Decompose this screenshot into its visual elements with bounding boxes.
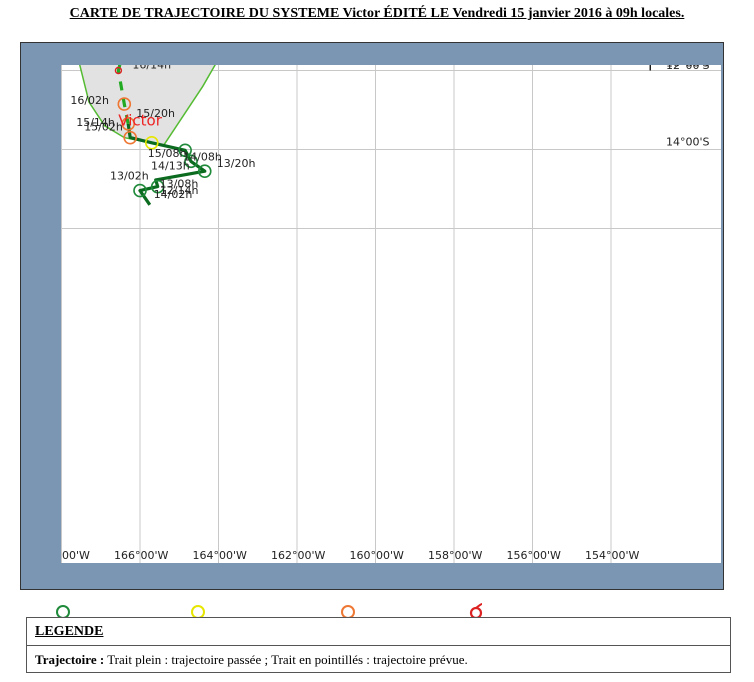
faible-marker [133, 183, 147, 198]
legend-box: LEGENDE Trajectoire : Trait plein : traj… [26, 617, 731, 673]
lon-label: 156°00'W [507, 549, 562, 562]
faible-marker [150, 179, 165, 194]
moderee-marker [144, 135, 159, 150]
forte-marker [117, 97, 132, 111]
past-track-line [126, 123, 207, 206]
track-time-label: 13/02h [110, 170, 149, 183]
faible-marker [178, 143, 192, 158]
trajectoire-label: Trajectoire : [35, 652, 105, 667]
track-time-label: 16/14h [132, 65, 171, 72]
track-time-label: 15/20h [136, 107, 175, 120]
lon-label: 162°00'W [271, 549, 326, 562]
faible-marker [197, 164, 212, 179]
lon-label: 158°00'W [428, 549, 483, 562]
page-title: CARTE DE TRAJECTOIRE DU SYSTEME Victor É… [69, 6, 685, 21]
track-time-label: 14/08h [183, 150, 222, 163]
system-name-label: Victor [118, 112, 162, 130]
uncertainty-cone [78, 65, 216, 147]
lon-label: 160°00'W [350, 549, 405, 562]
trajectoire-text: Trait plein : trajectoire passée ; Trait… [107, 652, 468, 667]
forte-marker [121, 117, 136, 131]
faible-marker [184, 154, 198, 169]
lon-label: 168°00'W [61, 549, 90, 562]
track-map[interactable]: MopeliaRimatara12°00'S14°00'S16°00'S18°0… [61, 65, 721, 563]
track-time-label: 16/02h [70, 94, 109, 107]
track-time-label: 14/13h [151, 159, 190, 172]
lat-label: 16°00'S [666, 65, 710, 70]
lat-label: 14°00'S [666, 136, 710, 149]
legend-trajectoire: Trajectoire : Trait plein : trajectoire … [35, 652, 468, 668]
track-time-label: 13/08h [160, 178, 199, 191]
track-time-label: 14/02h [154, 188, 193, 201]
lat-label: 12°00'S [666, 65, 710, 72]
map-frame: MopeliaRimatara12°00'S14°00'S16°00'S18°0… [20, 42, 737, 623]
legend-divider [27, 645, 730, 646]
lon-label: 166°00'W [114, 549, 169, 562]
cyclone-marker [114, 66, 123, 75]
legend-heading: LEGENDE [35, 624, 104, 639]
track-time-label: 15/14h [76, 116, 115, 129]
track-time-label: 13/20h [217, 157, 256, 170]
track-time-label: 15/02h [84, 121, 123, 134]
lon-label: 154°00'W [585, 549, 640, 562]
forte-marker [123, 130, 137, 145]
track-time-label: 15/08h [148, 147, 187, 160]
map-canvas: MopeliaRimatara12°00'S14°00'S16°00'S18°0… [61, 65, 721, 563]
lon-label: 164°00'W [193, 549, 248, 562]
track-time-label: 12/14h [160, 184, 199, 197]
